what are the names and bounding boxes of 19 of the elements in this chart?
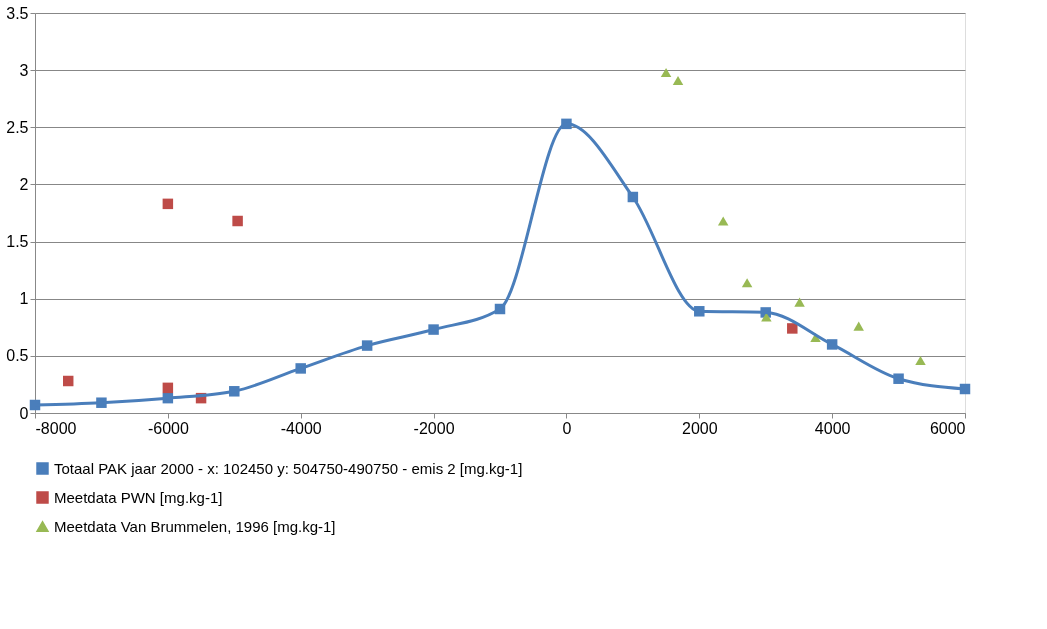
y-tick-label: 1 bbox=[19, 290, 29, 308]
x-tick-label: 4000 bbox=[814, 419, 851, 437]
y-tick-label: 2.5 bbox=[6, 118, 29, 136]
legend-label: Meetdata PWN [mg.kg-1] bbox=[54, 488, 223, 506]
x-tick-label: 0 bbox=[562, 419, 572, 437]
legend-label: Totaal PAK jaar 2000 - x: 102450 y: 504750-490750 - emis 2 [mg.kg-1] bbox=[54, 459, 523, 477]
x-tick-label: 2000 bbox=[681, 419, 718, 437]
x-tick-label: -4000 bbox=[280, 419, 322, 437]
x-tick-label: -6000 bbox=[147, 419, 189, 437]
y-tick-label: 1.5 bbox=[6, 233, 29, 251]
y-tick-label: 0 bbox=[19, 404, 29, 422]
y-tick-label: 0.5 bbox=[6, 347, 29, 365]
y-tick-label: 3 bbox=[19, 61, 29, 79]
x-tick-label: 6000 bbox=[929, 419, 966, 437]
x-tick-label: -8000 bbox=[35, 419, 77, 437]
y-tick-label: 2 bbox=[19, 175, 29, 193]
legend-label: Meetdata Van Brummelen, 1996 [mg.kg-1] bbox=[54, 517, 336, 535]
y-tick-label: 3.5 bbox=[6, 4, 29, 22]
x-tick-label: -2000 bbox=[413, 419, 455, 437]
